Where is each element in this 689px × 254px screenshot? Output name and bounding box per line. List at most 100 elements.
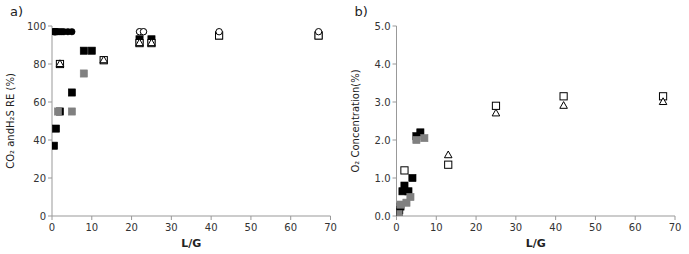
- y-tick-label: 3.0: [375, 97, 391, 108]
- point: [148, 40, 155, 47]
- y-tick-label: 40: [33, 135, 46, 146]
- point: [216, 29, 222, 35]
- y-tick: [48, 64, 52, 65]
- y-axis-line: [52, 26, 53, 216]
- y-tick-label: 80: [33, 59, 46, 70]
- series: [136, 29, 146, 35]
- x-tick: [52, 216, 53, 220]
- point: [413, 136, 420, 143]
- point: [68, 108, 75, 115]
- x-tick-label: 50: [589, 222, 602, 233]
- point: [560, 93, 567, 100]
- point: [140, 29, 146, 35]
- points: [397, 93, 667, 216]
- x-tick: [91, 216, 92, 220]
- point: [69, 29, 75, 35]
- y-tick: [393, 178, 397, 179]
- x-tick-label: 30: [509, 222, 522, 233]
- point: [68, 89, 75, 96]
- x-tick: [595, 216, 596, 220]
- y-tick: [393, 216, 397, 217]
- x-tick-label: 40: [205, 222, 218, 233]
- x-tick-label: 70: [669, 222, 682, 233]
- y-tick: [48, 178, 52, 179]
- point: [401, 167, 408, 174]
- y-tick: [48, 26, 52, 27]
- x-tick: [290, 216, 291, 220]
- point: [148, 39, 156, 46]
- x-tick-label: 70: [324, 222, 337, 233]
- point: [100, 57, 107, 64]
- point: [397, 211, 403, 217]
- x-tick-label: 0: [49, 222, 55, 233]
- y-tick-label: 60: [33, 97, 46, 108]
- point: [80, 70, 87, 77]
- point: [397, 211, 402, 217]
- panel-label: a): [10, 4, 23, 19]
- series: [401, 93, 667, 174]
- y-tick: [48, 216, 52, 217]
- x-tick: [515, 216, 516, 220]
- point: [560, 102, 568, 109]
- series: [52, 29, 75, 35]
- point: [315, 29, 321, 35]
- points: [52, 29, 322, 150]
- x-tick-label: 60: [629, 222, 642, 233]
- series: [54, 40, 155, 116]
- y-tick: [393, 102, 397, 103]
- point: [54, 108, 61, 115]
- figure: a) 0 10 20 30 40 50 60 70 0 20 40 60 80 100 L/G CO₂ andH…: [0, 0, 689, 254]
- y-tick: [393, 140, 397, 141]
- x-axis-label: L/G: [526, 237, 546, 250]
- y-tick: [48, 102, 52, 103]
- x-tick-label: 20: [125, 222, 138, 233]
- x-axis-line: [397, 216, 676, 217]
- y-axis-label: O₂ Concentration(%): [350, 69, 361, 172]
- y-tick-label: 100: [27, 21, 46, 32]
- x-tick: [131, 216, 132, 220]
- x-tick: [476, 216, 477, 220]
- point: [52, 142, 58, 149]
- panel-label: b): [355, 4, 368, 19]
- y-axis-label: CO₂ andH₂S RE (%): [5, 73, 16, 169]
- point: [100, 57, 107, 64]
- x-tick-label: 10: [85, 222, 98, 233]
- point: [56, 60, 64, 67]
- point: [148, 40, 155, 47]
- y-tick-label: 20: [33, 173, 46, 184]
- x-tick: [635, 216, 636, 220]
- x-tick-label: 20: [470, 222, 483, 233]
- series: [444, 98, 666, 158]
- point: [492, 109, 500, 116]
- point: [409, 174, 416, 181]
- panel: a)010203040506070020406080100L/GCO₂ andH…: [5, 4, 337, 250]
- y-tick: [393, 26, 397, 27]
- x-tick-label: 50: [245, 222, 258, 233]
- point: [444, 151, 452, 158]
- x-tick: [330, 216, 331, 220]
- point: [140, 29, 146, 35]
- series: [56, 32, 322, 68]
- x-tick-label: 30: [165, 222, 178, 233]
- y-tick-label: 2.0: [375, 135, 391, 146]
- y-tick-label: 0.0: [375, 211, 391, 222]
- y-tick-label: 0: [40, 211, 46, 222]
- y-tick: [393, 64, 397, 65]
- point: [88, 47, 95, 54]
- panel: b)0102030405060700.01.02.03.04.05.0L/GO₂…: [350, 4, 682, 250]
- point: [80, 47, 87, 54]
- series: [397, 129, 424, 216]
- x-tick: [436, 216, 437, 220]
- y-tick-label: 5.0: [375, 21, 391, 32]
- x-tick-label: 40: [549, 222, 562, 233]
- x-tick: [171, 216, 172, 220]
- x-tick-label: 0: [393, 222, 399, 233]
- x-tick: [250, 216, 251, 220]
- point: [136, 40, 143, 47]
- y-tick: [48, 140, 52, 141]
- x-tick-label: 60: [284, 222, 297, 233]
- point: [100, 56, 108, 63]
- series: [56, 39, 155, 67]
- series: [136, 29, 321, 35]
- series: [397, 135, 428, 217]
